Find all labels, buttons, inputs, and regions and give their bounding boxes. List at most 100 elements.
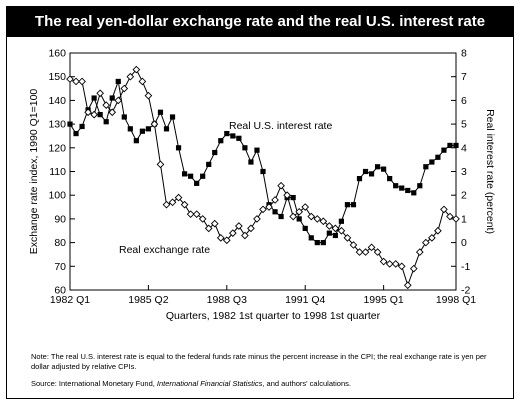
series-line — [69, 79, 456, 244]
left-tick-label: 110 — [49, 166, 66, 178]
interest-rate-point — [212, 149, 218, 156]
right-tick-label: 2 — [461, 190, 467, 202]
exchange-rate-point — [373, 248, 382, 256]
interest-rate-point — [79, 123, 85, 130]
exchange-rate-point — [428, 234, 436, 242]
exchange-rate-point — [331, 224, 340, 233]
interest-rate-point — [350, 202, 357, 208]
interest-rate-point — [381, 166, 387, 172]
right-tick-label: 0 — [461, 237, 467, 249]
exchange-rate-point — [229, 229, 237, 237]
interest-rate-point — [320, 240, 326, 246]
left-tick-label: 60 — [54, 285, 66, 297]
interest-rate-point — [200, 173, 206, 179]
interest-rate-point — [278, 213, 284, 220]
exchange-rate-point — [289, 212, 297, 221]
chart-source: Source: International Monetary Fund, Int… — [31, 379, 501, 389]
exchange-rate-point — [247, 224, 255, 233]
exchange-rate-point — [265, 203, 273, 211]
left-tick-label: 80 — [54, 237, 66, 249]
line-chart: 60 70 80 90 100 110 120 130 140 150 160 -2 -1 0 1 2 3 4 5 6… — [28, 48, 496, 323]
chart-title: The real yen-dollar exchange rate and th… — [7, 7, 513, 37]
exchange-rate-point — [156, 160, 165, 169]
exchange-rate-point — [210, 219, 219, 228]
interest-rate-point — [218, 138, 224, 144]
exchange-rate-point — [452, 215, 460, 223]
exchange-rate-point — [78, 77, 86, 86]
interest-rate-point — [224, 130, 230, 137]
interest-rate-point — [67, 121, 73, 127]
exchange-rate-point — [295, 207, 304, 216]
interest-rate-point — [447, 142, 453, 149]
right-tick-label: 3 — [461, 166, 467, 178]
exchange-rate-point — [204, 224, 213, 233]
x-tick-label: 1988 Q3 — [207, 294, 247, 306]
interest-rate-point — [332, 232, 338, 239]
exchange-rate-point — [367, 243, 376, 252]
exchange-rate-point — [241, 231, 249, 240]
annotation-exchange-rate: Real exchange rate — [119, 244, 210, 256]
annotation-interest-rate: Real U.S. interest rate — [229, 120, 332, 132]
exchange-rate-point — [385, 260, 394, 268]
interest-rate-point — [308, 235, 314, 241]
interest-rate-point — [127, 126, 133, 132]
exchange-rate-point — [96, 89, 104, 98]
exchange-rate-point — [192, 210, 201, 218]
exchange-rate-point — [138, 77, 147, 86]
interest-rate-point — [248, 159, 254, 165]
exchange-rate-point — [235, 222, 243, 230]
exchange-rate-point — [415, 248, 424, 256]
interest-rate-point — [230, 133, 236, 139]
exchange-rate-point — [114, 96, 123, 105]
exchange-rate-point — [253, 215, 261, 223]
exchange-rate-point — [144, 91, 153, 100]
interest-rate-point — [103, 119, 109, 125]
interest-rate-point — [326, 230, 332, 236]
x-tick-label: 1998 Q1 — [436, 294, 476, 306]
exchange-rate-point — [132, 65, 141, 74]
chart-note: Note: The real U.S. interest rate is equ… — [31, 352, 487, 371]
source-suffix: , and authors' calculations. — [262, 379, 351, 388]
exchange-rate-point — [180, 200, 189, 209]
exchange-rate-point — [349, 241, 358, 249]
interest-rate-point — [272, 209, 278, 215]
x-tick-label: 1985 Q2 — [128, 294, 168, 306]
interest-rate-point — [435, 154, 441, 160]
chart-frame: The real yen-dollar exchange rate and th… — [6, 6, 514, 399]
interest-rate-point — [97, 112, 103, 118]
exchange-rate-point — [66, 75, 74, 83]
interest-rate-point — [368, 171, 375, 177]
exchange-rate-point — [216, 234, 225, 242]
interest-rate-point — [423, 164, 429, 170]
exchange-rate-point — [391, 260, 400, 268]
interest-rate-point — [73, 130, 79, 137]
exchange-rate-point — [102, 101, 111, 109]
interest-rate-point — [429, 159, 435, 165]
exchange-rate-point — [174, 193, 183, 202]
interest-rate-point — [393, 183, 399, 189]
exchange-rate-point — [198, 215, 207, 223]
interest-rate-point — [453, 142, 459, 149]
interest-rate-point — [362, 168, 369, 175]
left-tick-label: 130 — [48, 119, 66, 131]
exchange-rate-point — [108, 108, 117, 117]
exchange-rate-point — [150, 120, 159, 128]
exchange-rate-point — [259, 205, 267, 214]
exchange-rate-point — [271, 196, 279, 204]
interest-rate-point — [338, 218, 345, 224]
left-tick-label: 70 — [54, 261, 66, 273]
interest-rate-point — [188, 173, 194, 179]
exchange-rate-point — [379, 257, 388, 266]
exchange-rate-point — [325, 222, 334, 230]
exchange-rate-point — [301, 203, 310, 211]
interest-rate-point — [194, 180, 200, 186]
interest-rate-point — [296, 216, 302, 222]
interest-rate-point — [374, 164, 381, 170]
interest-rate-point — [417, 183, 423, 189]
exchange-rate-point — [283, 191, 291, 200]
interest-rate-point — [139, 128, 145, 134]
right-tick-label: 7 — [461, 71, 467, 83]
exchange-rate-point — [126, 72, 135, 81]
exchange-rate-point — [361, 248, 370, 256]
exchange-rate-point — [222, 236, 231, 245]
